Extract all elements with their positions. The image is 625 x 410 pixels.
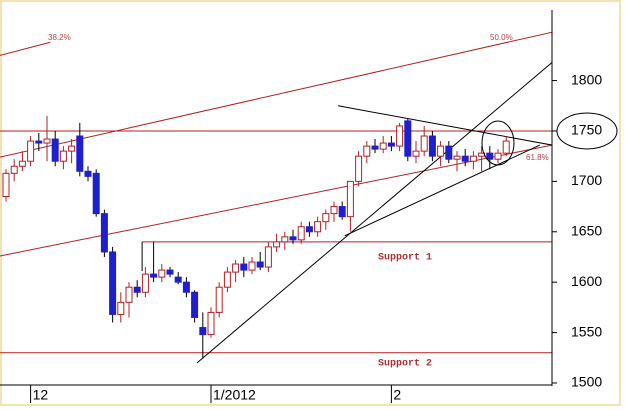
annotation: 50.0% — [490, 33, 513, 42]
candle-body — [223, 271, 231, 288]
candle-body — [453, 155, 461, 160]
candle-body — [207, 311, 215, 336]
candle-body — [437, 145, 445, 157]
candle-body — [256, 261, 264, 268]
y-tick-label: 1600 — [571, 273, 602, 289]
candle-body — [338, 206, 346, 218]
candle-body — [215, 286, 223, 313]
candle-body — [420, 135, 428, 152]
candle-body — [18, 160, 26, 167]
candle-body — [428, 135, 436, 157]
candle-body — [289, 236, 297, 241]
x-tick-label: 12 — [33, 387, 49, 403]
candle-body — [76, 135, 84, 172]
candle-body — [281, 236, 289, 243]
candle-body — [199, 327, 207, 336]
annotation: 61.8% — [526, 153, 549, 162]
candle-body — [412, 150, 420, 157]
candle-body — [379, 142, 387, 150]
highlight-ellipse — [481, 120, 515, 166]
y-tick-label: 1800 — [571, 71, 602, 87]
candle-body — [264, 246, 272, 268]
candle-body — [174, 276, 182, 283]
trend-line — [0, 41, 51, 56]
candle-body — [346, 180, 354, 218]
candle-body — [322, 213, 330, 223]
candle-body — [305, 226, 313, 233]
candle-body — [35, 140, 43, 144]
candle-body — [27, 140, 35, 162]
trend-line — [338, 105, 552, 146]
candle-body — [191, 291, 199, 318]
candle-body — [10, 165, 18, 174]
candle-body — [109, 251, 117, 315]
candle-body — [150, 273, 158, 278]
candle-body — [330, 206, 338, 215]
annotation: Support 2 — [378, 359, 432, 370]
candle-body — [43, 138, 51, 144]
candle-body — [494, 152, 502, 160]
candle-body — [240, 263, 248, 271]
x-tick-label: 1/2012 — [213, 387, 256, 403]
candle-body — [404, 120, 412, 157]
candle-body — [182, 281, 190, 293]
trend-line — [344, 144, 541, 237]
candle-body — [2, 172, 10, 197]
candles — [2, 115, 510, 358]
trend-line — [196, 62, 552, 364]
candle-body — [133, 286, 141, 293]
annotation: 38.2% — [48, 33, 71, 42]
candle-body — [502, 140, 510, 154]
y-tick-label: 1650 — [571, 222, 602, 238]
candle-body — [297, 226, 305, 241]
candle-body — [68, 145, 76, 152]
candle-body — [248, 261, 256, 271]
candle-body — [445, 145, 453, 160]
candle-body — [371, 145, 379, 150]
candle-body — [166, 269, 174, 275]
candle-body — [469, 155, 477, 162]
candle-body — [158, 269, 166, 278]
candle-body — [314, 221, 322, 233]
y-tick-label: 1550 — [571, 323, 602, 339]
candle-body — [100, 213, 108, 253]
y-tick-label: 1500 — [571, 374, 602, 390]
candle-body — [396, 125, 404, 147]
candle-body — [84, 170, 92, 177]
candle-body — [461, 155, 469, 162]
trend-line — [0, 31, 552, 158]
candle-body — [486, 152, 494, 160]
candle-body — [355, 155, 363, 182]
candle-body — [92, 172, 100, 215]
trend-line — [0, 144, 552, 257]
candle-body — [232, 263, 240, 273]
y-tick-label: 1750 — [571, 122, 602, 138]
annotation: Support 1 — [378, 253, 432, 264]
drawing-layer — [0, 31, 552, 364]
candle-body — [117, 301, 125, 315]
x-tick-label: 2 — [393, 387, 401, 403]
y-tick-label: 1700 — [571, 172, 602, 188]
candle-body — [387, 142, 395, 147]
candle-body — [51, 138, 59, 162]
candle-body — [59, 150, 67, 162]
candle-body — [363, 145, 371, 157]
candle-body — [125, 286, 133, 303]
candle-body — [141, 273, 149, 293]
candle-body — [273, 241, 281, 248]
